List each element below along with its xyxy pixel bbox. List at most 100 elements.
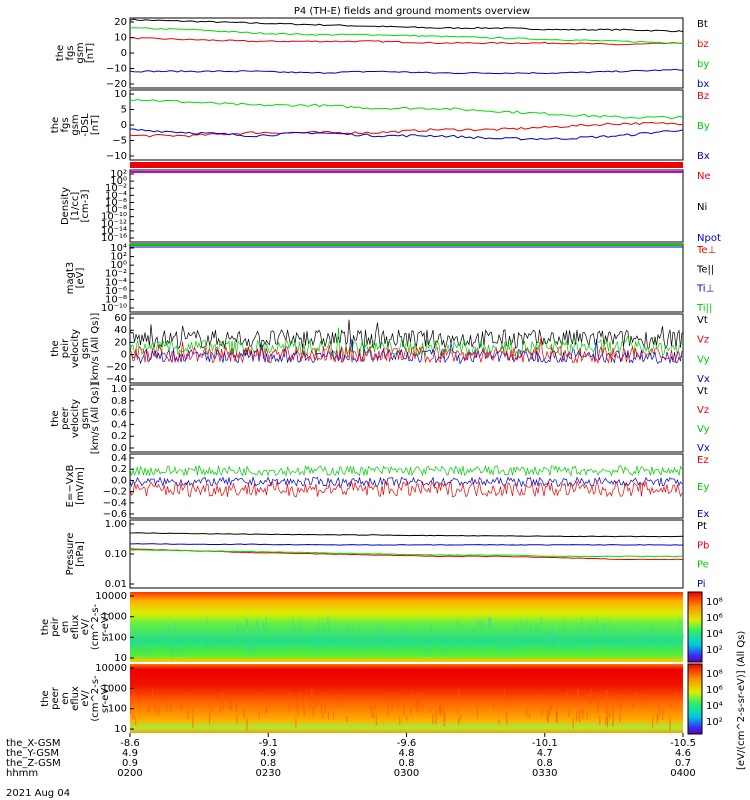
spectrogram-streak <box>659 646 661 654</box>
spectrogram-streak <box>535 628 537 636</box>
spectrogram-streak <box>415 693 418 707</box>
spectrogram-streak <box>590 623 592 635</box>
y-tick-label: 20 <box>114 17 127 28</box>
spectrogram-streak <box>670 701 673 709</box>
legend-Vx: Vx <box>697 443 710 454</box>
y-tick-label: 10000 <box>95 663 127 674</box>
spectrogram-streak <box>295 718 297 728</box>
colorbar: 10⁸ 10⁶ 10⁴ 10² 10⁸ 10⁶ 10⁴ 10² [eV/(cm^2-s-sr-e… <box>687 591 747 770</box>
y-axis-label-line: en <box>60 692 71 705</box>
spectrogram-streak <box>309 705 311 710</box>
spectrogram-streak <box>407 638 409 652</box>
spectrogram-streak <box>387 705 389 717</box>
spectrogram-streak <box>548 637 550 646</box>
y-tick-label: 0.4 <box>111 419 127 430</box>
y-tick-label: 10⁻⁴ <box>105 190 127 201</box>
legend-Vz: Vz <box>697 335 709 346</box>
spectrogram-streak <box>288 690 291 700</box>
spectrogram-streak <box>465 646 467 652</box>
spectrogram-streak <box>133 690 135 698</box>
spectrogram-streak <box>307 694 309 702</box>
panel-frame <box>129 89 684 161</box>
y-tick-label: 0.8 <box>111 396 127 407</box>
spectrogram-streak <box>168 624 170 636</box>
legend-Pb: Pb <box>697 540 709 551</box>
colorbar-top <box>687 591 703 663</box>
spectrogram-streak <box>253 644 255 654</box>
spectrogram-streak <box>533 642 535 648</box>
spectrogram-streak <box>572 717 574 729</box>
spectrogram-streak <box>598 698 600 707</box>
spectrogram-streak <box>228 702 230 710</box>
y-axis-label-line: eflux <box>70 615 81 640</box>
spectrogram-streak <box>570 646 573 653</box>
colorbar-tick: 10² <box>706 717 723 728</box>
legend-by: by <box>697 59 709 70</box>
noise-trace <box>129 480 683 498</box>
spectrogram-streak <box>324 703 326 714</box>
legend-Pt: Pt <box>697 521 707 532</box>
x-tick-label: 0.8 <box>260 758 276 769</box>
spectrogram-streak <box>458 717 460 725</box>
spectrogram-streak <box>315 641 317 647</box>
spectrogram-streak <box>490 618 492 633</box>
y-axis-label-line: [nT] <box>90 115 101 135</box>
y-axis-label-line: [km/s (All Qs)] <box>90 383 101 455</box>
panel-efield: 0.40.20.0−0.2−0.4−0.6 E=−VxB [mV/m] Ez Ey Ex <box>65 453 709 520</box>
y-tick-label: 0 <box>121 48 127 59</box>
y-tick-label: −40 <box>106 374 127 385</box>
y-axis-label-line: Pressure <box>65 533 76 576</box>
y-tick-label: 0.0 <box>111 443 127 454</box>
spectrogram-streak <box>605 716 607 725</box>
y-axis-label-line: [1/cc] <box>70 192 81 221</box>
y-tick-label: 10⁻¹⁰ <box>101 303 127 314</box>
x-tick-label: 0.8 <box>399 758 415 769</box>
spectrogram-streak <box>327 616 329 624</box>
spectrogram-streak <box>397 701 400 709</box>
spectrogram-streak <box>312 706 314 717</box>
y-axis-label-line: (cm^2-s- <box>90 603 101 650</box>
spectrogram-streak <box>604 622 606 631</box>
spectrogram-streak <box>546 708 549 723</box>
spectrogram-streak <box>395 637 397 650</box>
spectrogram-streak <box>589 694 592 705</box>
spectrogram-streak <box>609 620 611 631</box>
spectrogram-streak <box>236 714 238 724</box>
y-axis-label-line: peer <box>60 406 71 430</box>
spectrogram-streak <box>249 634 251 646</box>
spectrogram-streak <box>646 627 648 638</box>
spectrogram-streak <box>211 705 213 712</box>
spectrogram-streak <box>581 617 583 631</box>
spectrogram-streak <box>299 691 301 699</box>
spectrogram-streak <box>338 639 340 647</box>
y-axis-label-line: the <box>55 45 66 61</box>
spectrogram-streak <box>201 634 203 645</box>
spectrogram-streak <box>397 636 399 641</box>
spectrogram-streak <box>458 688 460 703</box>
y-axis-label-line: [nT] <box>85 43 96 63</box>
x-tick-label: 4.8 <box>399 748 415 759</box>
spectrogram-streak <box>430 623 432 631</box>
legend-Bz: Bz <box>697 91 709 102</box>
y-tick-label: 10⁻² <box>105 183 127 194</box>
spectrogram-streak <box>219 701 221 714</box>
y-tick-label: −5 <box>112 136 127 147</box>
y-axis-label-line: gsm <box>80 338 91 359</box>
spectrogram-streak <box>165 701 168 711</box>
spectrogram-streak <box>636 691 638 698</box>
legend-By: By <box>697 121 710 132</box>
spectrogram-streak <box>509 638 511 653</box>
spectrogram-streak <box>132 698 134 704</box>
series-Pi <box>130 543 684 546</box>
spectrogram-streak <box>265 707 267 714</box>
spectrogram-streak <box>265 643 267 654</box>
spectrogram-streak <box>206 618 208 626</box>
spectrogram-streak <box>606 711 609 724</box>
y-tick-label: 10⁻⁶ <box>105 286 127 297</box>
spectrogram-streak <box>322 637 325 647</box>
spectrogram-streak <box>405 636 407 649</box>
y-tick-label: 1.0 <box>111 384 127 395</box>
spectrogram-streak <box>678 622 680 629</box>
spectrogram-streak <box>230 698 232 710</box>
spectrogram-streak <box>157 702 160 717</box>
